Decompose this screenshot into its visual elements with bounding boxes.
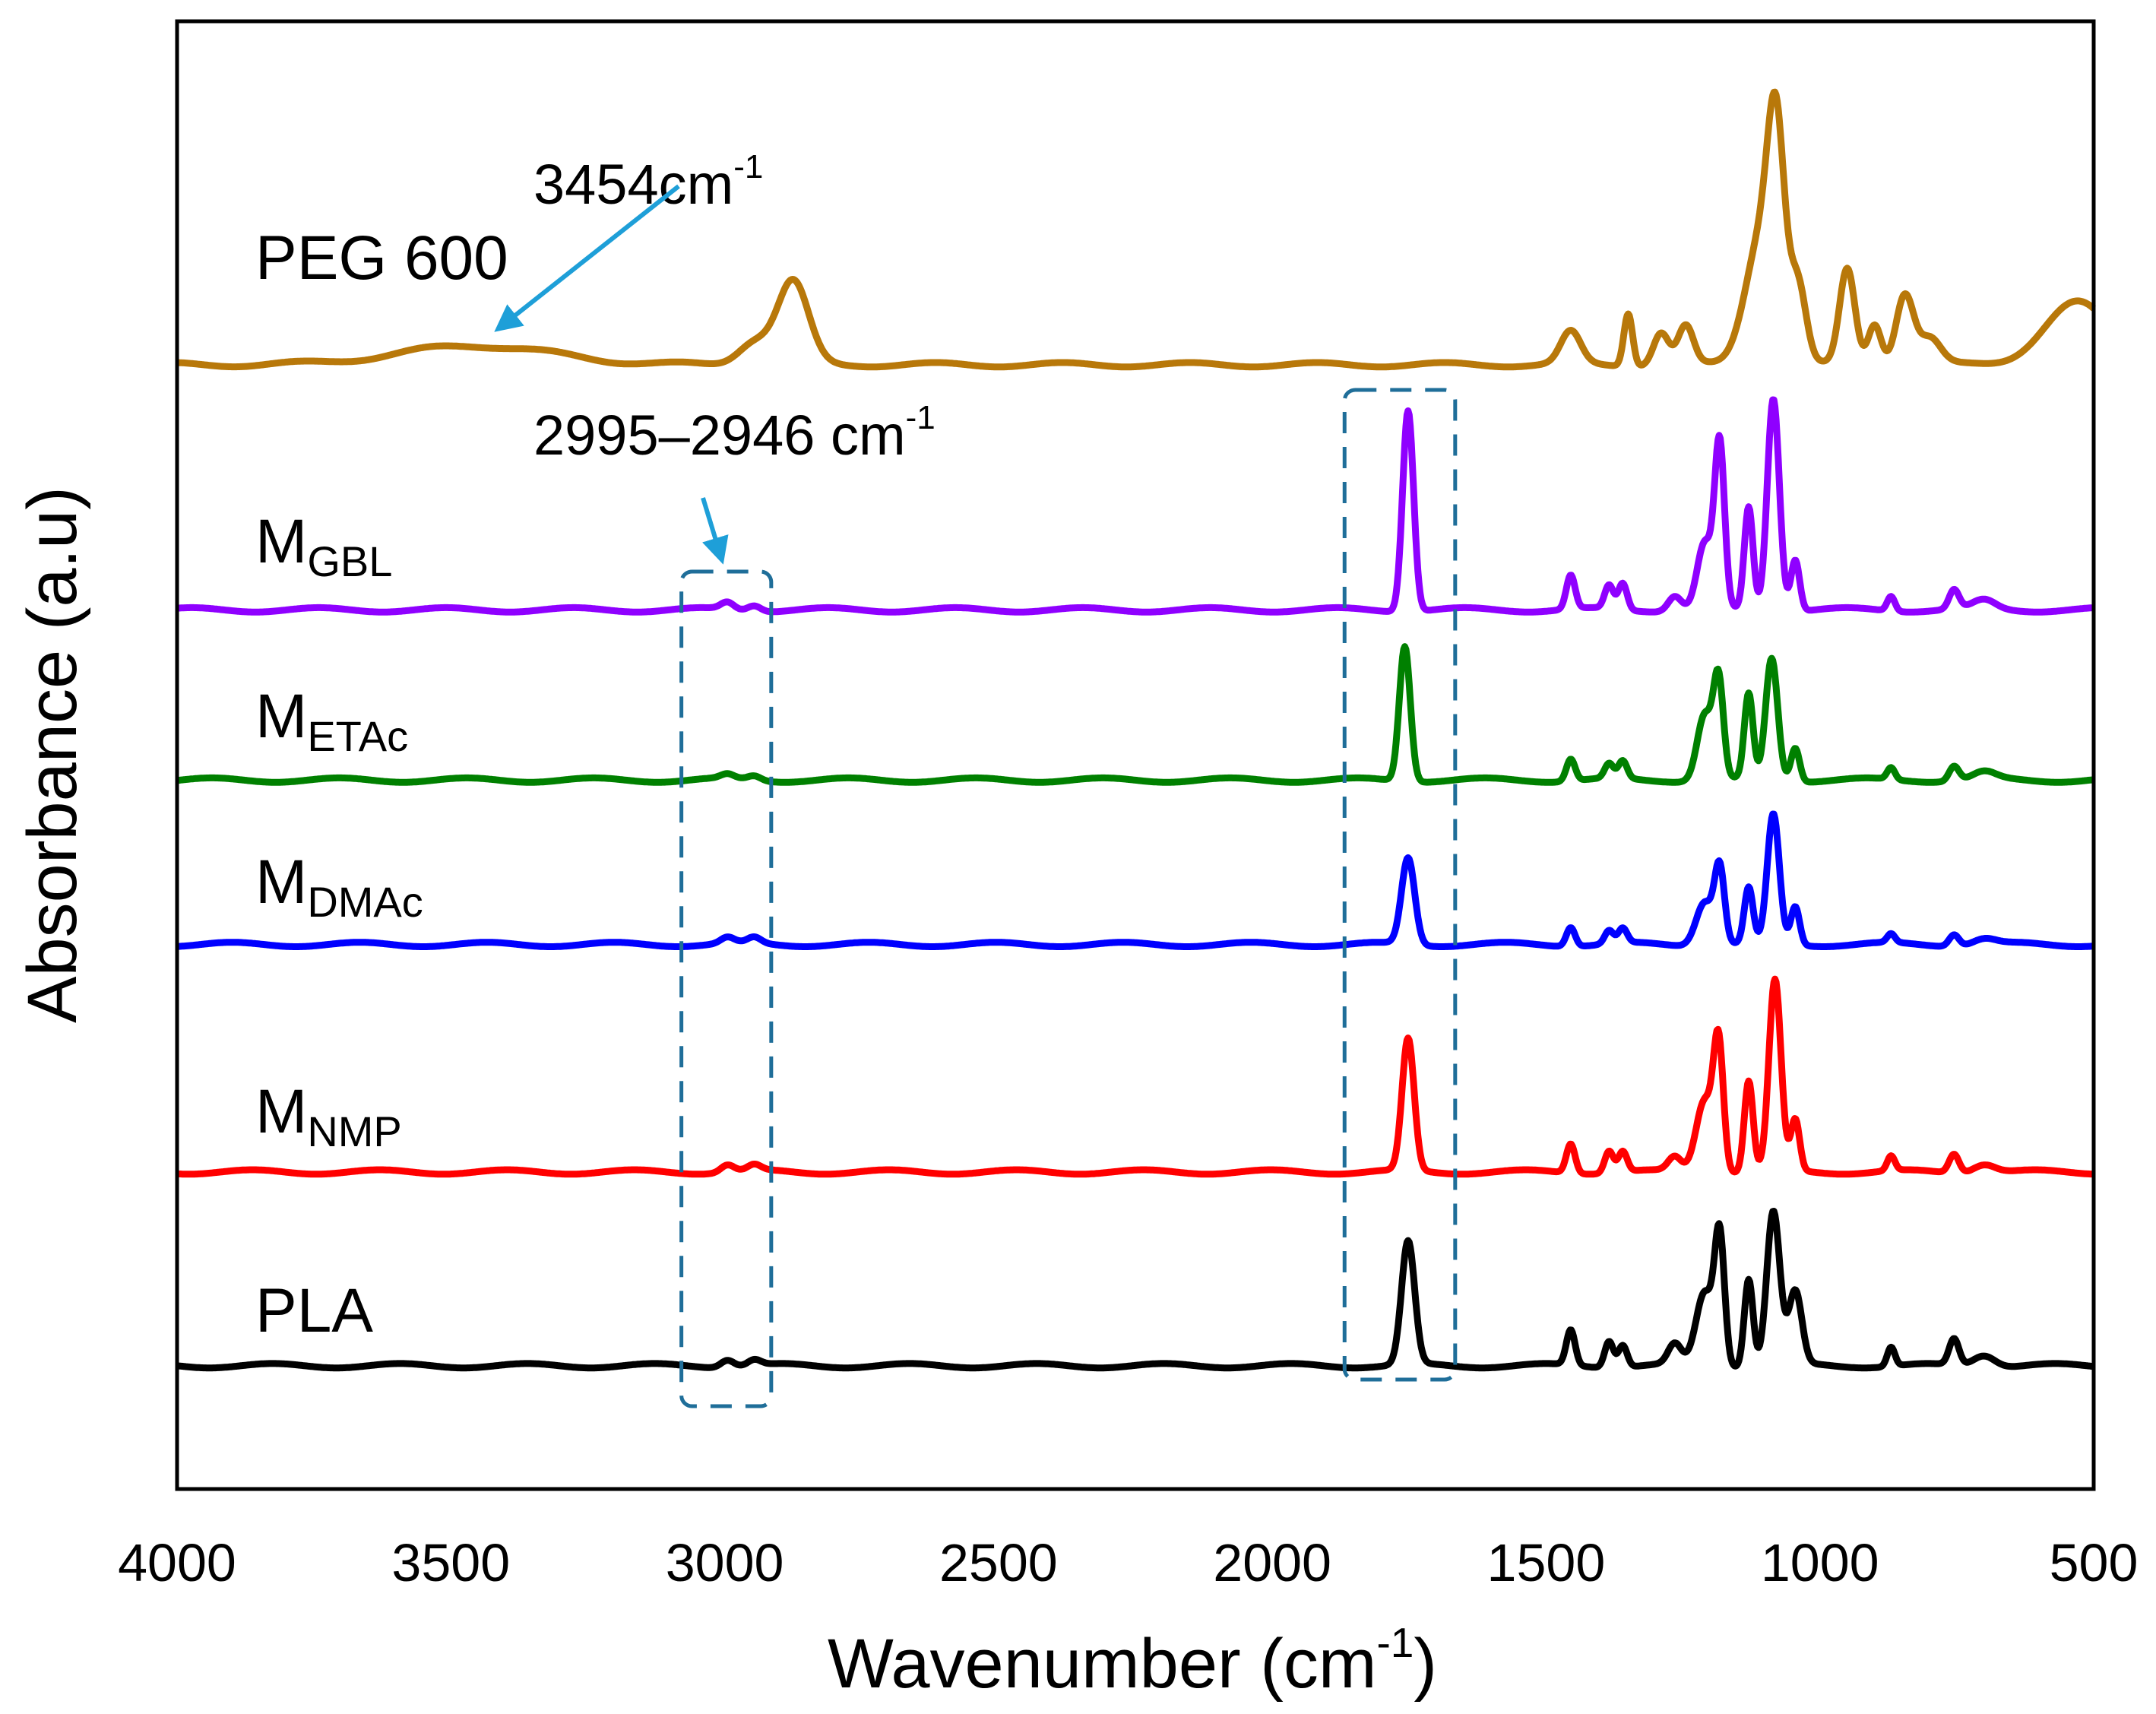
highlight-box-1 (679, 569, 774, 1408)
highlight-boxes (679, 388, 1458, 1408)
highlight-box-2 (1342, 388, 1458, 1382)
trace-pla (174, 1208, 2097, 1372)
annotation-2995-2946: 2995–2946 cm-1 (533, 399, 936, 467)
trace-mnmp (174, 975, 2097, 1178)
x-tick-label: 3500 (391, 1533, 510, 1592)
series-label-mgbl: MGBL (255, 507, 392, 585)
trace-peg-600 (174, 88, 2097, 371)
x-tick-label: 2500 (939, 1533, 1058, 1592)
series-label-mnmp: MNMP (255, 1077, 402, 1155)
x-tick-label: 2000 (1213, 1533, 1331, 1592)
series-labels: PEG 600 MGBL METAc MDMAc MNMP PLA (255, 223, 508, 1345)
x-tick-label: 3000 (666, 1533, 784, 1592)
series-label-mdmac: MDMAc (255, 847, 423, 926)
plot-frame (175, 19, 2096, 1491)
arrow-2995-2946 (701, 497, 729, 565)
x-tick-label: 1000 (1761, 1533, 1879, 1592)
x-tick-label: 500 (2050, 1533, 2139, 1592)
x-axis-label: Wavenumber (cm-1) (828, 1619, 1437, 1703)
trace-mgbl (174, 396, 2097, 616)
trace-mdmac (174, 810, 2097, 950)
spectra-traces (174, 88, 2097, 1372)
series-label-pla: PLA (255, 1276, 373, 1345)
trace-metac (174, 643, 2097, 786)
series-label-metac: METAc (255, 682, 408, 760)
arrow-3454 (494, 184, 680, 332)
series-label-peg-600: PEG 600 (255, 223, 508, 293)
x-tick-label: 4000 (118, 1533, 236, 1592)
x-tick-label: 1500 (1487, 1533, 1606, 1592)
annotation-3454: 3454cm-1 (533, 148, 763, 216)
annotations: 3454cm-1 2995–2946 cm-1 (494, 148, 936, 565)
y-axis-label: Absorbance (a.u) (14, 486, 91, 1023)
x-tick-labels: 4000 3500 3000 2500 2000 1500 1000 500 (118, 1533, 2138, 1592)
